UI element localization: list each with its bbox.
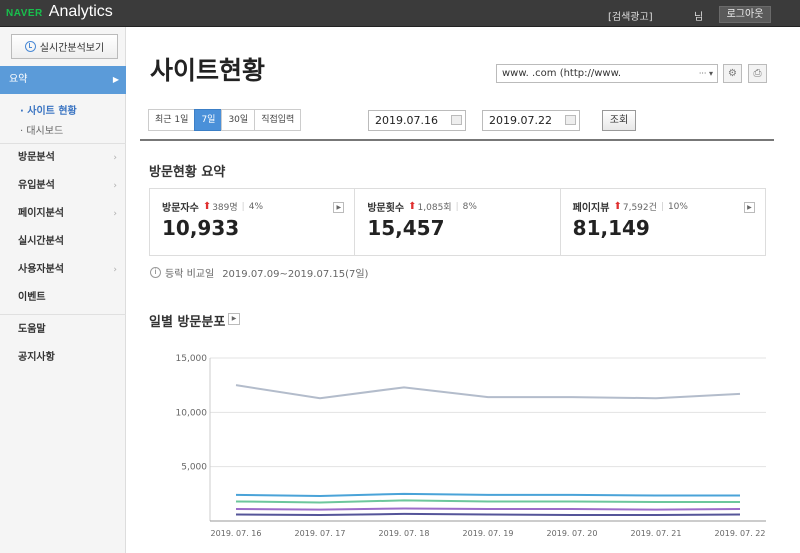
chevron-right-icon: › <box>113 209 117 219</box>
search-ad-link[interactable]: [검색광고] <box>608 12 653 23</box>
x-tick-label: 2019. 07. 18 <box>379 529 430 538</box>
card-delta: 1,085회 <box>417 203 452 213</box>
date-from-input[interactable]: 2019.07.16 <box>368 110 466 131</box>
card-delta: 389명 <box>212 203 238 213</box>
series-line-1 <box>235 492 740 498</box>
query-button[interactable]: 조회 <box>602 110 636 131</box>
date-to-input[interactable]: 2019.07.22 <box>482 110 580 131</box>
y-tick-label: 5,000 <box>181 463 207 473</box>
series-line-4 <box>235 512 741 517</box>
compare-period: i 등락 비교일 2019.07.09~2019.07.15(7일) <box>150 265 368 280</box>
sidebar: 실시간분석보기 요약 ▶ · 사이트 현황 · 대시보드 방문분석 › 유입분석 ›… <box>0 27 126 553</box>
period-7days[interactable]: 7일 <box>194 109 223 131</box>
compare-label: 등락 비교일 <box>165 269 215 280</box>
print-icon: ⎙ <box>753 68 762 79</box>
card-pct: 10% <box>667 201 688 212</box>
y-tick-label: 15,000 <box>176 354 208 364</box>
summary-title: 방문현황 요약 <box>149 165 226 180</box>
calendar-icon[interactable] <box>451 115 462 125</box>
date-to-value: 2019.07.22 <box>489 114 552 127</box>
expand-arrow-icon[interactable]: ▶ <box>333 202 345 213</box>
chevron-right-icon: › <box>113 153 117 163</box>
card-label: 방문자수 <box>162 203 199 214</box>
period-custom[interactable]: 직접입력 <box>254 109 302 131</box>
period-filter-bar: 최근 1일 7일 30일 직접입력 2019.07.16 - 2019.07.2… <box>140 103 774 141</box>
summary-card-visitors: 방문자수 ⬆ 389명 | 4% 10,933 ▶ <box>150 189 356 255</box>
chevron-right-icon: › <box>113 181 117 191</box>
sidebar-item-user-analysis[interactable]: 사용자분석 › <box>0 256 126 284</box>
card-label: 페이지뷰 <box>572 203 610 214</box>
series-line-3 <box>235 507 741 511</box>
expand-arrow-icon[interactable]: ▶ <box>743 202 755 213</box>
summary-cards: 방문자수 ⬆ 389명 | 4% 10,933 ▶ 방문횟수 ⬆ 1,085회 … <box>149 188 766 256</box>
arrow-up-icon: ⬆ <box>408 201 417 212</box>
logout-button[interactable]: 로그아웃 <box>719 6 771 23</box>
chart-expand-icon[interactable]: ▶ <box>228 313 240 325</box>
daily-visit-chart: 15,000 10,000 5,000 2019. 07. 16 2019. 07. 1… <box>176 354 766 538</box>
card-pct: 4% <box>248 201 263 212</box>
sidebar-item-event[interactable]: 이벤트 <box>18 292 46 303</box>
chevron-right-icon: ▶ <box>112 75 119 84</box>
sidebar-item-help[interactable]: 도움말 <box>18 324 46 335</box>
x-tick-label: 2019. 07. 20 <box>547 529 598 538</box>
realtime-analysis-button[interactable]: 실시간분석보기 <box>11 34 118 59</box>
arrow-up-icon: ⬆ <box>613 201 622 212</box>
sidebar-item-label: 요약 <box>9 74 28 85</box>
calendar-icon[interactable] <box>565 115 576 125</box>
user-name: 님 <box>694 12 704 23</box>
site-select[interactable]: www. .com (http://www. ··· ▾ <box>496 64 718 83</box>
card-value: 10,933 <box>162 216 240 240</box>
series-line-0 <box>235 384 741 400</box>
card-delta: 7,592건 <box>622 203 657 213</box>
site-select-value: www. .com (http://www. <box>502 68 622 79</box>
clock-icon <box>24 41 36 52</box>
summary-card-visits: 방문횟수 ⬆ 1,085회 | 8% 15,457 <box>355 189 561 255</box>
period-1day[interactable]: 최근 1일 <box>148 109 196 131</box>
main-content: 사이트현황 www. .com (http://www. ··· ▾ ⚙ ⎙ 최… <box>126 27 800 553</box>
summary-card-pageviews: 페이지뷰 ⬆ 7,592건 | 10% 81,149 ▶ <box>561 189 765 255</box>
date-from-value: 2019.07.16 <box>375 114 438 127</box>
y-tick-label: 10,000 <box>176 408 208 418</box>
realtime-button-label: 실시간분석보기 <box>39 43 105 54</box>
gear-icon: ⚙ <box>728 68 737 79</box>
series-line-2 <box>235 499 740 504</box>
sidebar-subitem-dashboard[interactable]: · 대시보드 <box>20 126 64 137</box>
card-value: 15,457 <box>367 216 445 240</box>
sidebar-item-visit-analysis[interactable]: 방문분석 › <box>0 144 126 172</box>
chart-title: 일별 방문분포 <box>149 315 226 330</box>
sidebar-subitem-site-status[interactable]: · 사이트 현황 <box>20 106 77 117</box>
x-tick-label: 2019. 07. 16 <box>211 529 262 538</box>
period-tabs: 최근 1일 7일 30일 직접입력 <box>148 109 302 131</box>
info-icon: i <box>150 267 161 278</box>
card-label: 방문횟수 <box>367 203 405 214</box>
sidebar-item-summary[interactable]: 요약 ▶ <box>0 66 126 94</box>
x-tick-label: 2019. 07. 19 <box>463 529 514 538</box>
card-value: 81,149 <box>572 216 650 240</box>
arrow-up-icon: ⬆ <box>202 201 212 212</box>
chevron-down-icon: ··· ▾ <box>698 69 713 78</box>
x-tick-label: 2019. 07. 21 <box>631 529 682 538</box>
period-30days[interactable]: 30일 <box>221 109 256 131</box>
sidebar-item-notice[interactable]: 공지사항 <box>18 352 55 363</box>
page-title: 사이트현황 <box>150 56 266 85</box>
sidebar-item-realtime-analysis[interactable]: 실시간분석 <box>18 236 64 247</box>
x-tick-label: 2019. 07. 17 <box>295 529 346 538</box>
chevron-right-icon: › <box>113 265 117 275</box>
brand-app-name: Analytics <box>48 3 113 20</box>
card-pct: 8% <box>462 201 477 212</box>
compare-range: 2019.07.09~2019.07.15(7일) <box>222 269 369 280</box>
sidebar-item-inflow-analysis[interactable]: 유입분석 › <box>0 172 126 200</box>
print-button[interactable]: ⎙ <box>748 64 767 83</box>
sidebar-item-page-analysis[interactable]: 페이지분석 › <box>0 200 126 228</box>
brand-logo[interactable]: NAVER Analytics <box>6 3 113 21</box>
settings-button[interactable]: ⚙ <box>723 64 742 83</box>
brand-naver: NAVER <box>6 8 43 19</box>
x-tick-label: 2019. 07. 22 <box>715 529 766 538</box>
top-bar: NAVER Analytics [검색광고] 님 로그아웃 <box>0 0 800 27</box>
